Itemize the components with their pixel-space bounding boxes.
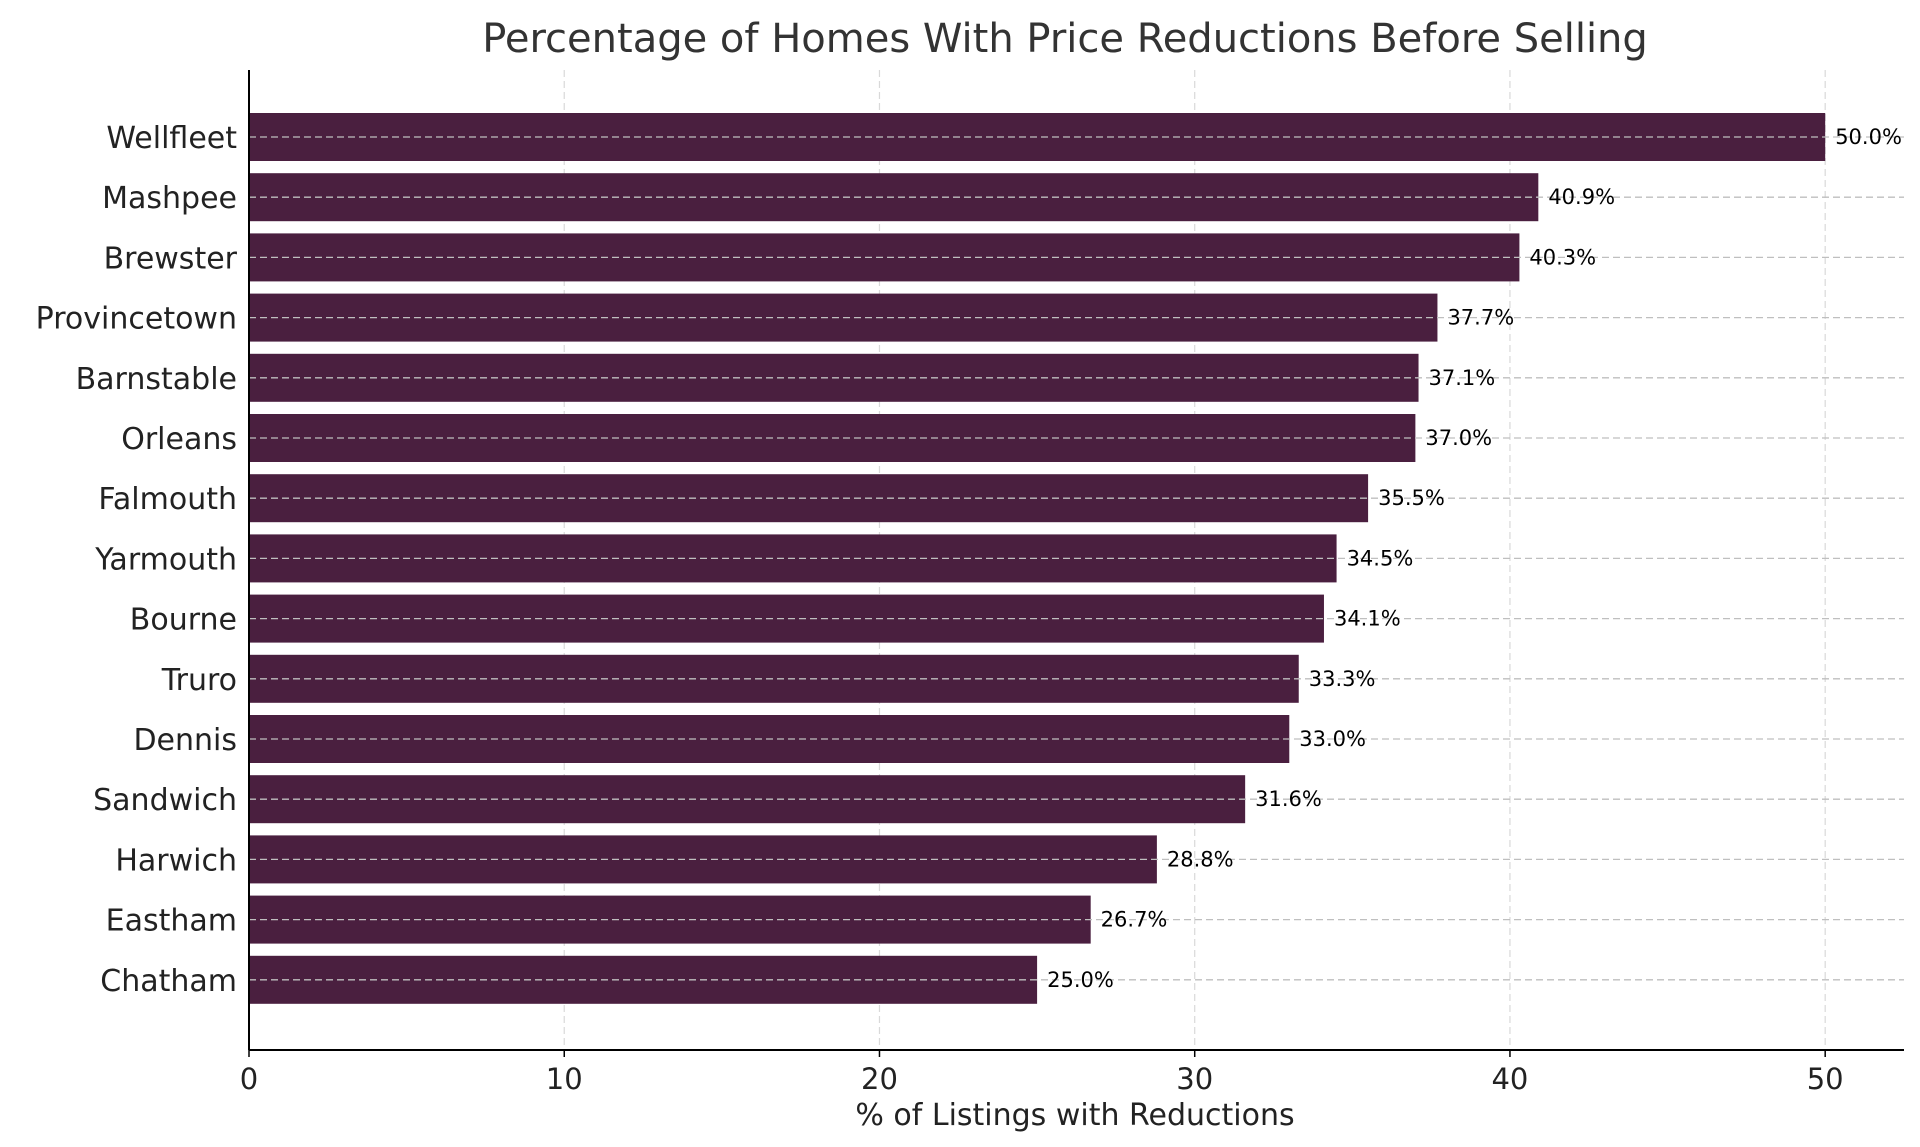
y-tick-label: Chatham (100, 964, 237, 999)
bar (249, 955, 1038, 1004)
y-tick-label: Brewster (104, 241, 238, 276)
data-label: 31.6% (1255, 787, 1322, 811)
y-tick-labels-layer: Wellfleet Mashpee Brewster Provincetown Barn… (36, 121, 238, 999)
y-tick-label: Mashpee (102, 181, 237, 216)
data-label: 37.1% (1429, 366, 1496, 390)
data-label: 50.0% (1835, 125, 1902, 149)
data-label: 34.1% (1334, 607, 1401, 631)
data-label: 37.7% (1447, 306, 1514, 330)
data-label: 40.9% (1548, 185, 1615, 209)
y-tick-label: Eastham (106, 904, 237, 939)
bar (249, 474, 1369, 523)
x-tick-label: 10 (546, 1062, 583, 1096)
y-tick-label: Truro (161, 663, 237, 698)
y-tick-label: Falmouth (98, 482, 237, 517)
y-tick-label: Dennis (133, 723, 237, 758)
x-tick-label: 30 (1176, 1062, 1213, 1096)
data-label: 33.0% (1299, 727, 1366, 751)
x-axis-label: % of Listings with Reductions (855, 1098, 1294, 1133)
axes-layer (248, 70, 1904, 1051)
y-tick-label: Orleans (121, 422, 237, 457)
y-tick-label: Barnstable (76, 362, 237, 397)
data-label: 33.3% (1309, 667, 1376, 691)
x-ticks-layer: 0 10 20 30 40 50 (240, 1050, 1844, 1096)
data-label: 28.8% (1167, 847, 1234, 871)
data-label: 37.0% (1425, 426, 1492, 450)
y-tick-label: Wellfleet (106, 121, 237, 156)
horizontal-grid-layer (249, 136, 1904, 981)
y-tick-label: Sandwich (93, 783, 237, 818)
y-tick-label: Provincetown (36, 302, 237, 337)
data-label: 26.7% (1101, 908, 1168, 932)
y-tick-label: Harwich (115, 843, 237, 878)
data-labels-layer: 50.0% 40.9% 40.3% 37.7% 37.1% 37.0% 35.5% 34.5%… (1047, 125, 1902, 992)
data-label: 25.0% (1047, 968, 1114, 992)
data-label: 40.3% (1529, 245, 1596, 269)
x-tick-label: 0 (240, 1062, 258, 1096)
data-label: 34.5% (1347, 546, 1414, 570)
x-tick-label: 40 (1491, 1062, 1528, 1096)
x-tick-label: 20 (861, 1062, 898, 1096)
y-tick-label: Yarmouth (94, 542, 237, 577)
data-label: 35.5% (1378, 486, 1445, 510)
y-tick-label: Bourne (130, 603, 237, 638)
chart-title: Percentage of Homes With Price Reduction… (482, 16, 1648, 62)
x-tick-label: 50 (1807, 1062, 1844, 1096)
